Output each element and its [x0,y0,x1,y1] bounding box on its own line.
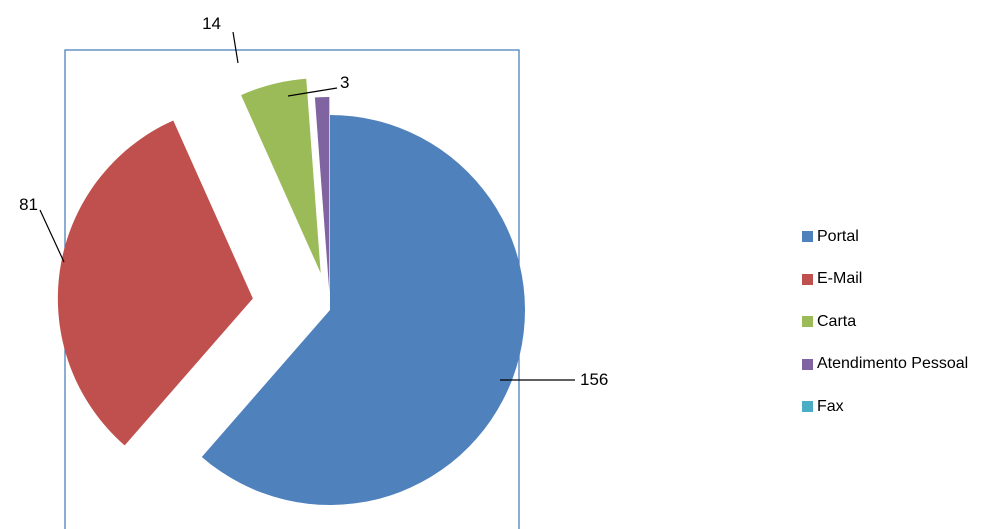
legend-swatch-carta [802,316,813,327]
pie-slice-e-mail [57,120,253,446]
data-label-portal: 156 [580,370,608,389]
leader-line-atendimento-pessoal [287,87,338,97]
legend-swatch-e-mail [802,273,813,285]
leader-lines [39,31,575,381]
leader-line-carta [232,31,239,64]
data-labels: 156 81 14 3 [19,14,608,389]
legend-swatch-portal [802,231,813,242]
legend: Portal E-Mail Carta Atendimento Pessoal … [802,226,1002,439]
legend-item-fax: Fax [802,396,1002,417]
legend-item-e-mail: E-Mail [802,269,1002,290]
legend-label-atendimento-pessoal: Atendimento Pessoal [817,355,969,372]
data-label-carta: 14 [202,14,221,33]
legend-label-portal: Portal [817,227,859,245]
legend-swatch-fax [802,401,813,412]
pie-slice-carta [241,78,321,274]
pie-slices [57,78,525,505]
data-label-atendimento-pessoal: 3 [340,73,349,92]
legend-swatch-atendimento-pessoal [802,358,813,370]
pie-slice-portal [201,115,525,505]
legend-label-fax: Fax [817,397,844,415]
legend-item-carta: Carta [802,311,1002,332]
legend-label-carta: Carta [817,312,857,330]
data-label-e-mail: 81 [19,195,38,214]
leader-line-e-mail [39,209,65,263]
legend-item-portal: Portal [802,226,1002,247]
pie-slice-atendimento-pessoal [314,97,330,293]
legend-label-e-mail: E-Mail [817,270,863,287]
legend-item-atendimento-pessoal: Atendimento Pessoal [802,354,1002,375]
